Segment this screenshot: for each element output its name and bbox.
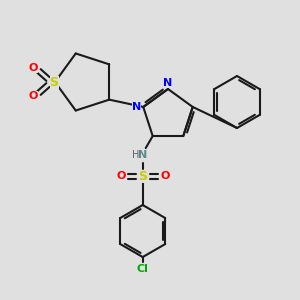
Text: N: N — [164, 78, 172, 88]
Text: S: S — [50, 76, 58, 88]
Text: H: H — [132, 150, 140, 160]
Text: O: O — [28, 91, 38, 101]
Text: S: S — [138, 169, 147, 182]
Text: Cl: Cl — [137, 264, 149, 274]
Text: N: N — [138, 150, 147, 160]
Text: O: O — [116, 171, 125, 181]
Text: O: O — [160, 171, 169, 181]
Text: N: N — [132, 102, 141, 112]
Text: O: O — [28, 63, 38, 73]
